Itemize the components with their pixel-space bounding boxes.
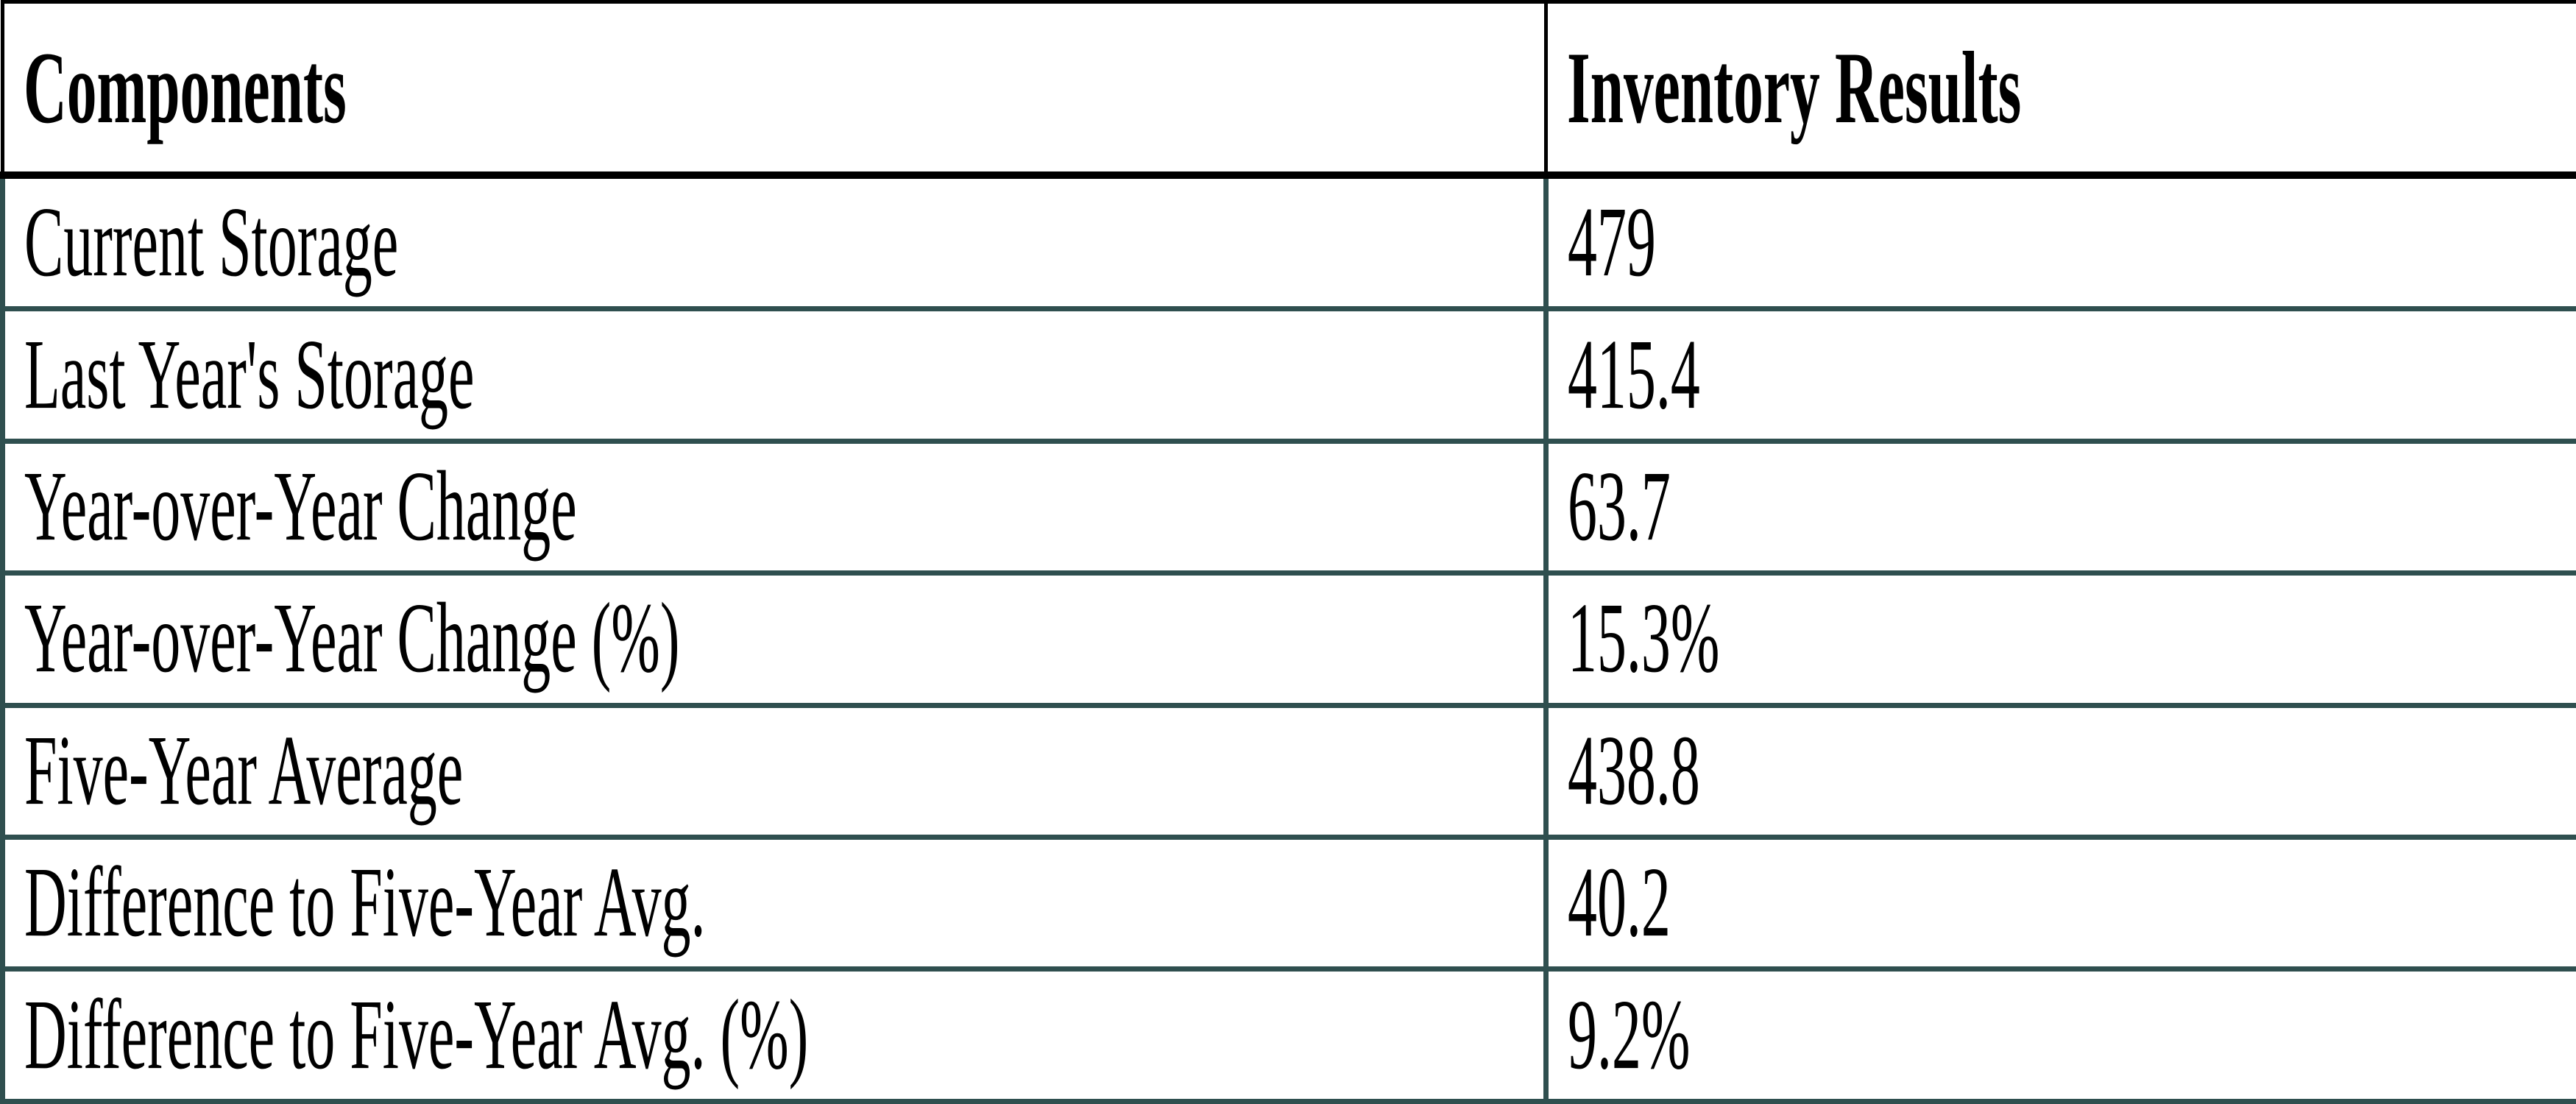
result-value: 479: [1568, 187, 1656, 297]
table-row-last-year-storage: Last Year's Storage 415.4: [0, 306, 2576, 444]
header-components-label: Components: [24, 30, 347, 145]
cell-result: 63.7: [1543, 438, 2576, 576]
table-row-yoy-change: Year-over-Year Change 63.7: [0, 438, 2576, 576]
cell-result: 479: [1543, 172, 2576, 312]
component-label: Difference to Five-Year Avg.: [24, 847, 706, 958]
table-row-five-year-average: Five-Year Average 438.8: [0, 702, 2576, 841]
cell-component: Five-Year Average: [0, 702, 1549, 841]
cell-component: Difference to Five-Year Avg.: [0, 835, 1549, 972]
header-inventory-results-label: Inventory Results: [1567, 30, 2022, 145]
table-row-diff-five-year-avg-pct: Difference to Five-Year Avg. (%) 9.2%: [0, 966, 2576, 1104]
component-label: Current Storage: [24, 187, 399, 297]
component-label: Year-over-Year Change (%): [24, 583, 680, 694]
table-row-diff-five-year-avg: Difference to Five-Year Avg. 40.2: [0, 835, 2576, 972]
cell-result: 9.2%: [1543, 966, 2576, 1104]
cell-component: Year-over-Year Change: [0, 438, 1549, 576]
result-value: 438.8: [1568, 715, 1700, 827]
result-value: 415.4: [1568, 319, 1700, 430]
cell-result: 438.8: [1543, 702, 2576, 841]
result-value: 40.2: [1568, 847, 1671, 958]
result-value: 63.7: [1568, 451, 1671, 562]
cell-result: 15.3%: [1543, 570, 2576, 708]
cell-component: Difference to Five-Year Avg. (%): [0, 966, 1549, 1104]
cell-result: 40.2: [1543, 835, 2576, 972]
component-label: Difference to Five-Year Avg. (%): [24, 980, 809, 1091]
header-cell-components: Components: [1, 0, 1548, 179]
table-row-current-storage: Current Storage 479: [0, 172, 2576, 312]
cell-component: Last Year's Storage: [0, 306, 1549, 444]
result-value: 9.2%: [1568, 980, 1691, 1091]
component-label: Last Year's Storage: [24, 319, 475, 430]
result-value: 15.3%: [1568, 583, 1720, 694]
cell-component: Current Storage: [0, 172, 1549, 312]
header-row: Components Inventory Results: [1, 0, 2576, 179]
component-label: Five-Year Average: [24, 715, 464, 827]
header-cell-inventory-results: Inventory Results: [1544, 0, 2576, 179]
component-label: Year-over-Year Change: [24, 451, 577, 562]
cell-component: Year-over-Year Change (%): [0, 570, 1549, 708]
table-row-yoy-change-pct: Year-over-Year Change (%) 15.3%: [0, 570, 2576, 708]
cell-result: 415.4: [1543, 306, 2576, 444]
